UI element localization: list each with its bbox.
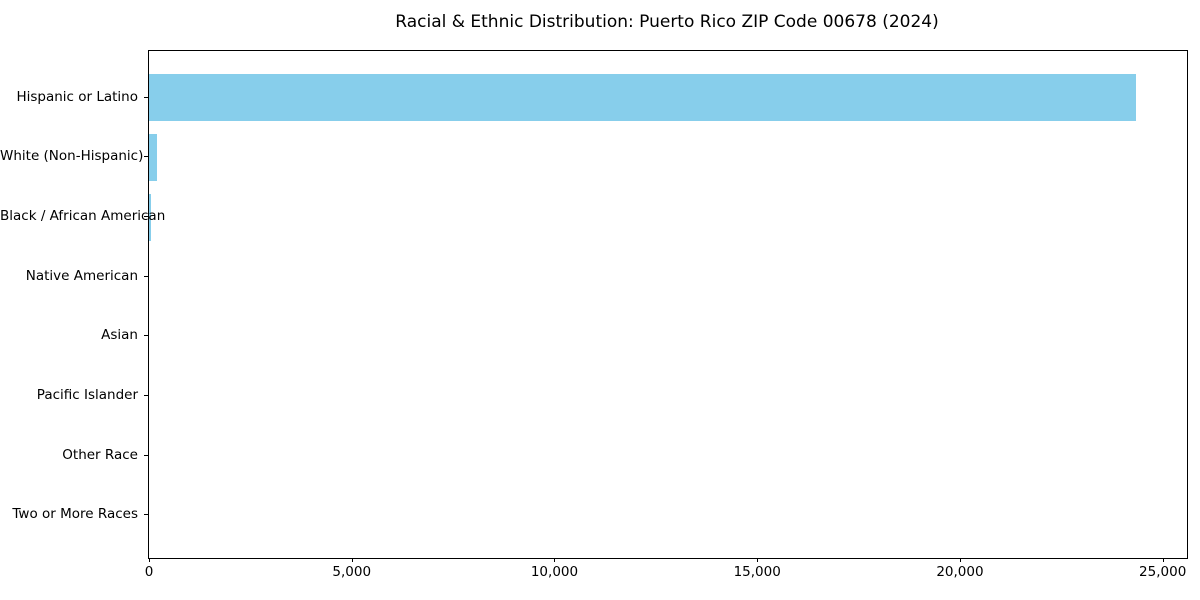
x-tick-label: 0 <box>144 564 154 580</box>
x-tick <box>149 558 150 562</box>
chart-title: Racial & Ethnic Distribution: Puerto Ric… <box>395 12 939 32</box>
bar-hispanic-or-latino <box>149 74 1136 122</box>
y-tick-label: Native American <box>25 267 138 284</box>
y-tick-label: Other Race <box>62 446 138 463</box>
y-tick-label: Black / African American <box>0 208 166 225</box>
x-tick <box>351 558 353 562</box>
x-tick-label: 15,000 <box>733 564 781 580</box>
x-tick <box>757 558 759 562</box>
y-tick <box>144 454 148 456</box>
x-tick <box>554 558 556 562</box>
y-tick-label: Pacific Islander <box>36 387 138 403</box>
x-tick <box>1162 558 1164 562</box>
y-tick-label: White (Non-Hispanic) <box>0 148 144 165</box>
x-tick-label: 5,000 <box>332 564 372 580</box>
bar-black-african-american <box>149 193 151 241</box>
y-tick-label: Two or More Races <box>12 506 138 523</box>
y-tick <box>144 395 148 396</box>
x-tick-label: 20,000 <box>936 564 984 580</box>
y-tick <box>144 156 148 158</box>
y-tick-label: Asian <box>101 327 138 344</box>
x-tick <box>959 558 961 562</box>
y-tick-label: Hispanic or Latino <box>16 88 138 105</box>
y-tick <box>144 275 148 277</box>
x-tick-label: 25,000 <box>1139 564 1187 580</box>
x-tick-label: 10,000 <box>530 564 579 580</box>
bar-white-non-hispanic <box>149 133 157 181</box>
plot-area <box>148 50 1188 559</box>
y-tick <box>144 216 148 218</box>
y-tick <box>144 96 148 98</box>
y-tick <box>144 335 148 337</box>
y-tick <box>144 514 148 516</box>
